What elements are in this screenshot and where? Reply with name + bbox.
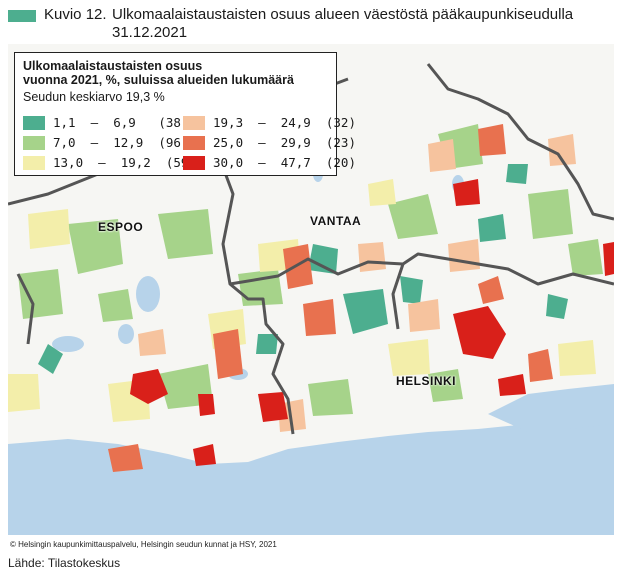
area-patch — [478, 124, 506, 156]
area-patch — [368, 179, 396, 206]
area-patch — [498, 374, 526, 396]
area-patch — [388, 194, 438, 239]
area-patch — [358, 242, 386, 272]
legend-swatch — [23, 116, 45, 130]
figure-swatch — [8, 10, 36, 22]
legend-swatch — [23, 156, 45, 170]
area-patch — [388, 339, 430, 376]
area-patch — [68, 219, 123, 274]
area-patches — [8, 124, 614, 472]
legend-class-label: 19,3 – 24,9 (32) — [213, 115, 356, 130]
map-panel: Ulkomaalaistaustaisten osuus vuonna 2021… — [8, 44, 614, 535]
figure-label: Kuvio 12. — [44, 6, 107, 23]
area-patch — [303, 299, 336, 336]
area-patch — [558, 340, 596, 376]
map-legend: Ulkomaalaistaustaisten osuus vuonna 2021… — [14, 52, 356, 176]
area-patch — [213, 329, 243, 379]
choropleth-map — [8, 63, 614, 535]
area-patch — [18, 269, 63, 319]
area-patch — [138, 329, 166, 356]
area-patch — [528, 349, 553, 382]
map-credit: © Helsingin kaupunkimittauspalvelu, Hels… — [10, 540, 277, 549]
area-patch — [428, 369, 463, 402]
legend-average: Seudun keskiarvo 19,3 % — [23, 90, 165, 104]
area-patch — [528, 189, 573, 239]
source-note: Lähde: Tilastokeskus — [8, 556, 121, 570]
area-patch — [130, 369, 168, 404]
legend-swatch — [183, 136, 205, 150]
area-patch — [308, 244, 338, 274]
area-patch — [453, 306, 506, 359]
area-patch — [343, 289, 388, 334]
area-patch — [408, 299, 440, 332]
legend-class-label: 1,1 – 6,9 (38) — [53, 115, 189, 130]
area-patch — [28, 209, 70, 249]
city-label-espoo: ESPOO — [98, 220, 144, 234]
area-patch — [478, 276, 504, 304]
legend-class-label: 7,0 – 12,9 (96) — [53, 135, 189, 150]
legend-swatch — [183, 156, 205, 170]
municipal-borders — [8, 63, 614, 435]
area-patch — [603, 242, 614, 276]
legend-swatch — [23, 136, 45, 150]
legend-class-label: 30,0 – 47,7 (20) — [213, 155, 356, 170]
legend-swatch — [183, 116, 205, 130]
figure-title: Ulkomaalaistaustaisten osuus alueen väes… — [112, 6, 574, 41]
legend-title-line1: Ulkomaalaistaustaisten osuus — [23, 59, 203, 73]
area-patch — [38, 344, 63, 374]
sea-area — [8, 166, 614, 535]
figure-header: Kuvio 12. Ulkomaalaistaustaisten osuus a… — [8, 6, 618, 46]
area-patch — [193, 444, 216, 466]
area-patch — [448, 239, 480, 272]
area-patch — [478, 214, 506, 242]
area-patch — [568, 239, 603, 276]
area-patch — [548, 134, 576, 166]
area-patch — [108, 444, 143, 472]
legend-title-line2: vuonna 2021, %, suluissa alueiden lukumä… — [23, 73, 294, 87]
area-patch — [506, 164, 528, 184]
area-patch — [198, 394, 215, 416]
legend-class-label: 13,0 – 19,2 (59) — [53, 155, 196, 170]
city-label-vantaa: VANTAA — [310, 214, 362, 228]
city-label-helsinki: HELSINKI — [396, 374, 457, 388]
area-patch — [258, 392, 288, 422]
area-patch — [283, 244, 313, 289]
area-patch — [98, 289, 133, 322]
area-patch — [400, 276, 423, 304]
area-patch — [546, 294, 568, 319]
area-patch — [158, 209, 213, 259]
area-patch — [256, 334, 278, 354]
area-patch — [453, 179, 480, 206]
legend-class-label: 25,0 – 29,9 (23) — [213, 135, 356, 150]
area-patch — [8, 374, 40, 412]
area-patch — [308, 379, 353, 416]
area-patch — [428, 139, 456, 172]
